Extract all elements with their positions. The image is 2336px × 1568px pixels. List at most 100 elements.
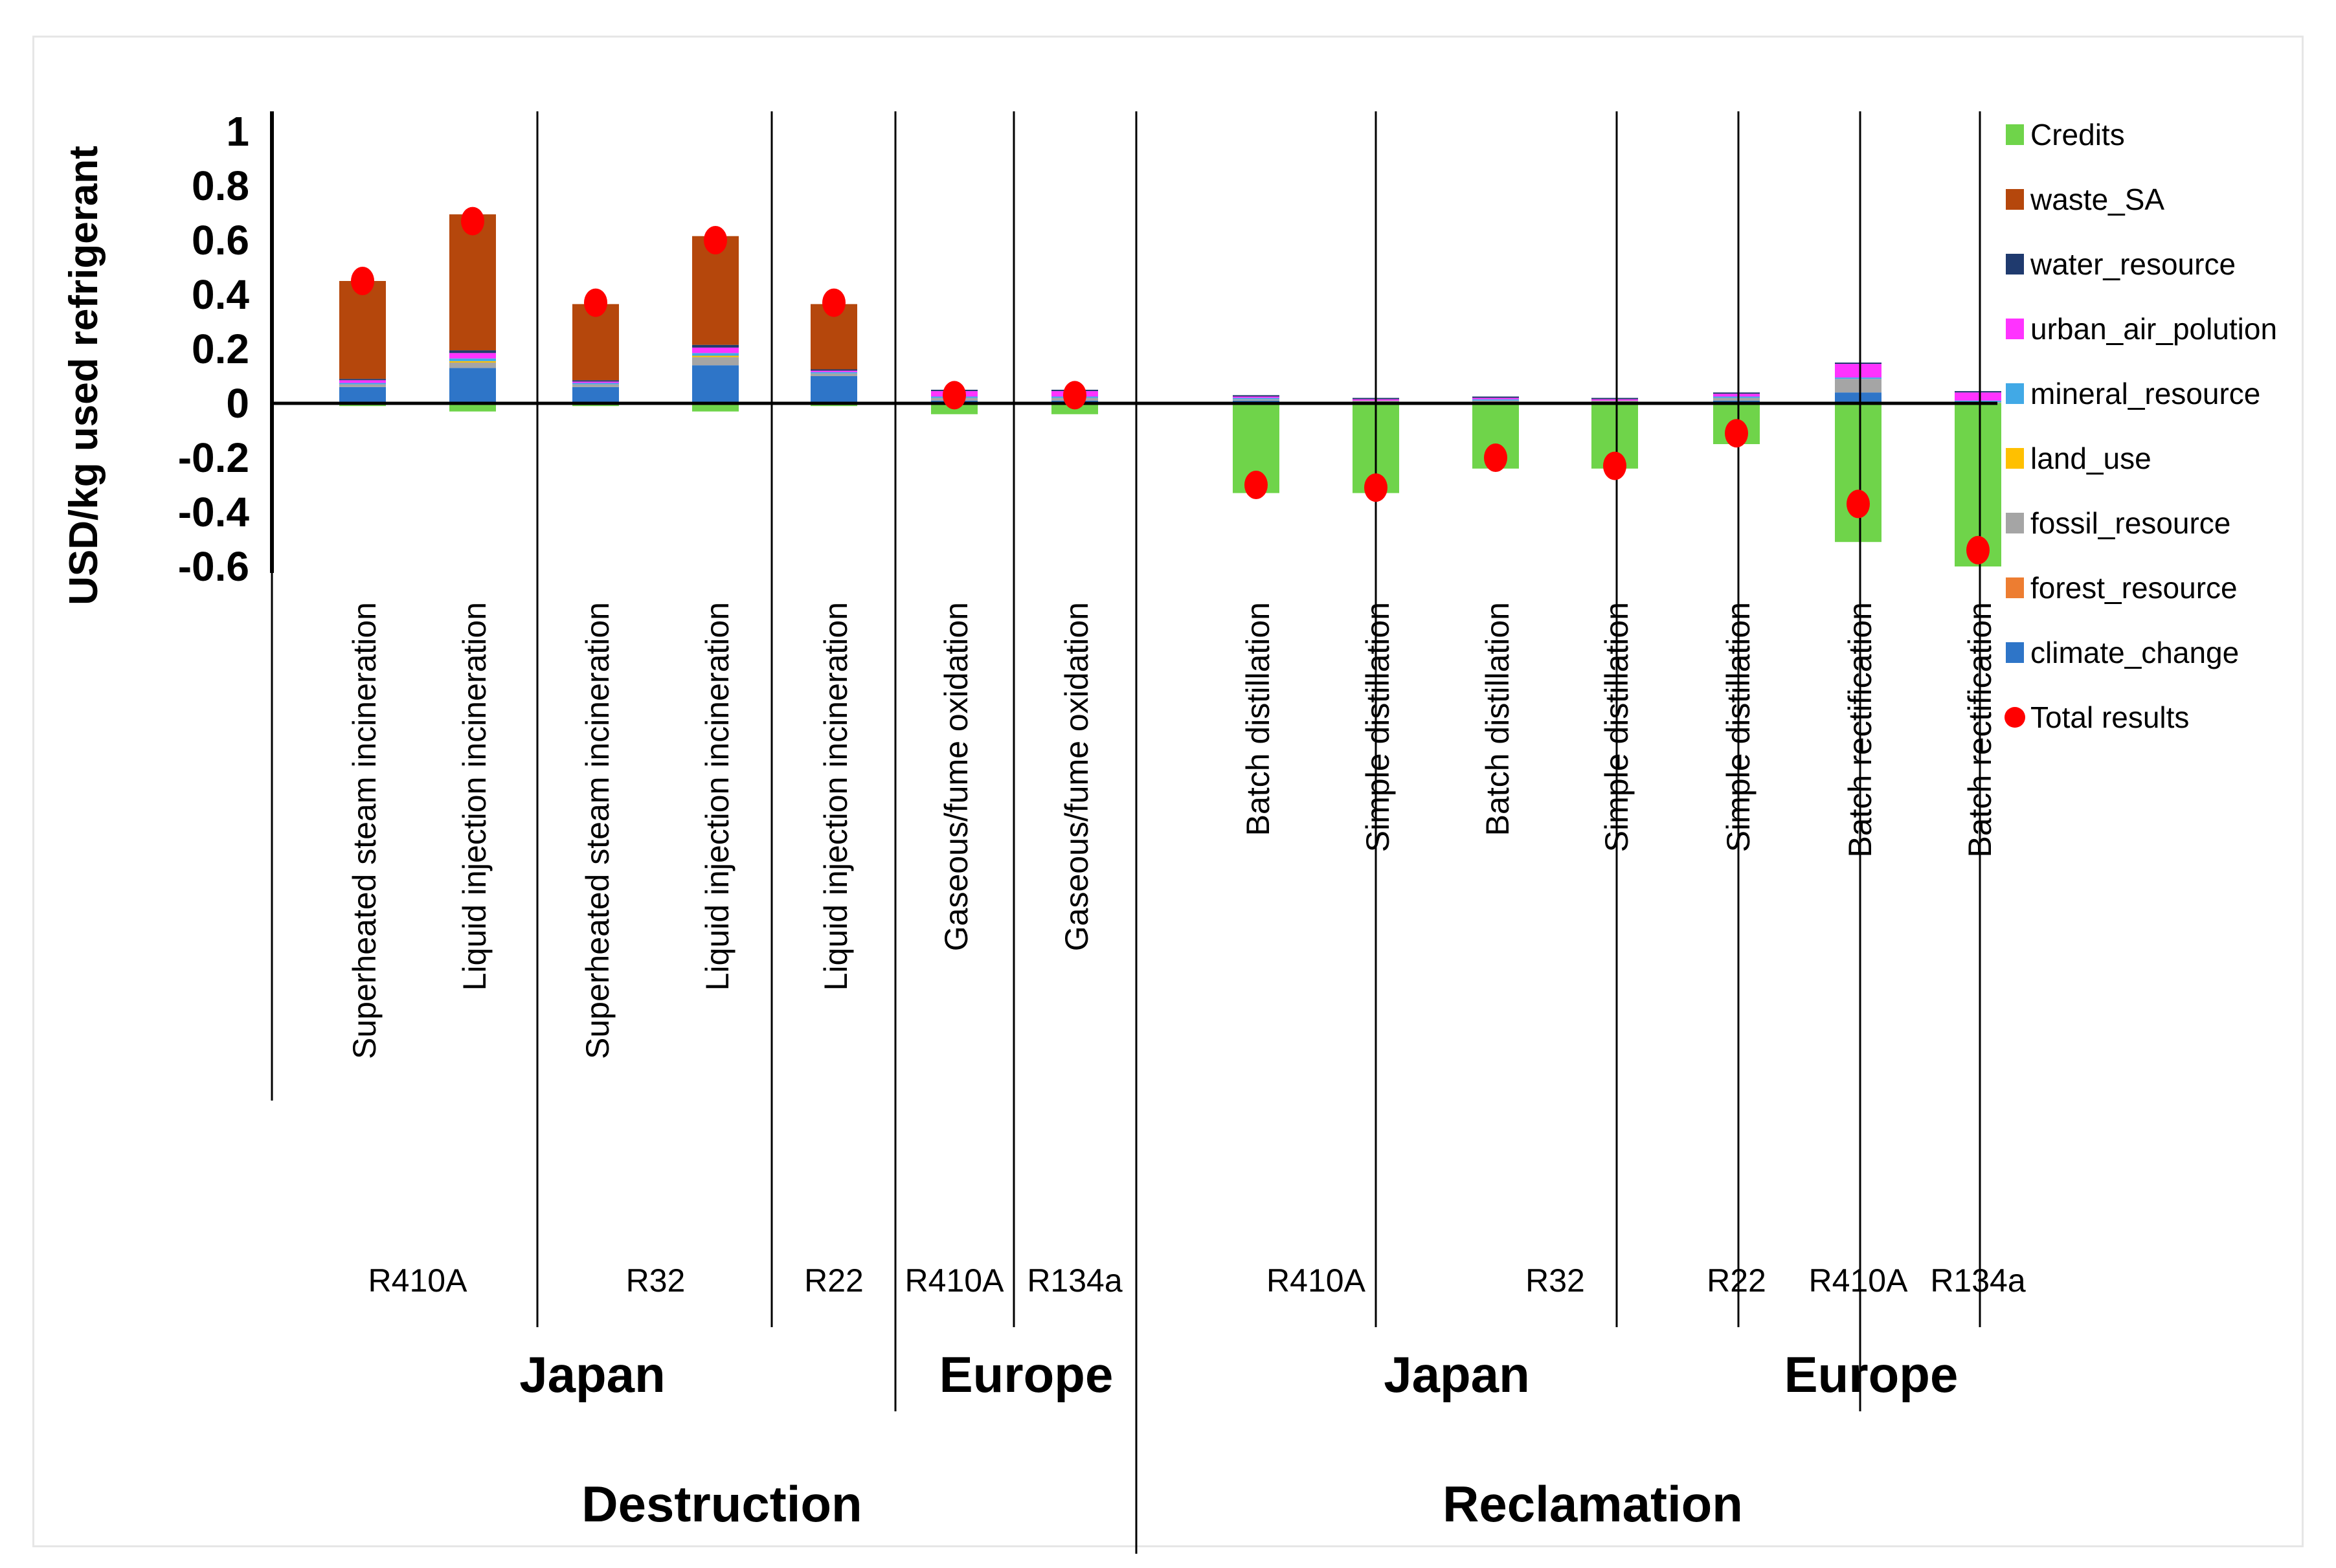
process-label: Destruction (581, 1475, 862, 1532)
legend-swatch (2006, 383, 2024, 404)
category-label: Gaseous/fume oxidation (1059, 602, 1095, 951)
bar-urban_air_polution (1955, 392, 2001, 401)
region-label: Japan (519, 1346, 665, 1403)
chart-frame (32, 36, 2304, 1547)
refrigerant-label: R22 (1707, 1262, 1766, 1299)
category-label: Simple distillation (1599, 602, 1635, 852)
legend-swatch (2006, 448, 2024, 469)
bar-mineral_resource (339, 383, 386, 385)
bar-mineral_resource (692, 353, 739, 356)
bar-mineral_resource (1233, 398, 1279, 399)
legend-label: Credits (2030, 118, 2125, 151)
bar-urban_air_polution (1591, 399, 1638, 401)
bar-urban_air_polution (572, 381, 619, 383)
legend-marker (2005, 707, 2025, 728)
bar-land_use (449, 361, 496, 363)
bar-urban_air_polution (692, 347, 739, 353)
legend-swatch (2006, 513, 2024, 533)
legend-swatch (2006, 319, 2024, 339)
y-axis-label: USD/kg used refrigerant (62, 146, 106, 605)
bar-fossil_resource (449, 363, 496, 368)
bar-fossil_resource (339, 384, 386, 387)
bar-mineral_resource (572, 383, 619, 385)
process-label: Reclamation (1443, 1475, 1743, 1532)
y-tick-label: 1 (226, 108, 249, 155)
bar-fossil_resource (1713, 398, 1760, 401)
category-label: Superheated steam incineration (579, 602, 616, 1059)
total-result-dot (1244, 471, 1268, 499)
label-area (295, 570, 1996, 1541)
bar-water_resource (1713, 392, 1760, 394)
bar-water_resource (572, 380, 619, 382)
bar-water_resource (1955, 391, 2001, 393)
bar-fossil_resource (1835, 379, 1881, 393)
total-result-dot (704, 226, 727, 254)
bar-Credits (692, 403, 739, 412)
legend-swatch (2006, 642, 2024, 663)
region-label: Japan (1384, 1346, 1529, 1403)
legend-label: water_resource (2030, 247, 2236, 281)
legend-label: land_use (2030, 442, 2151, 475)
bar-water_resource (1472, 396, 1519, 398)
bar-water_resource (339, 379, 386, 381)
bar-climate_change (339, 386, 386, 403)
bar-urban_air_polution (1713, 394, 1760, 397)
legend-label: mineral_resource (2030, 377, 2260, 410)
total-result-dot (1725, 419, 1748, 448)
y-tick-label: -0.6 (178, 543, 249, 590)
bar-climate_change (811, 376, 857, 403)
total-result-dot (1603, 451, 1626, 480)
region-label: Europe (1784, 1346, 1959, 1403)
refrigerant-label: R410A (1266, 1262, 1366, 1299)
bar-water_resource (449, 350, 496, 353)
bar-Credits (1835, 403, 1881, 543)
legend-swatch (2006, 577, 2024, 598)
category-label: Liquid injection incineration (456, 602, 493, 991)
legend-label: waste_SA (2030, 183, 2164, 216)
category-label: Superheated steam incineration (346, 602, 383, 1059)
y-tick-label: -0.2 (178, 434, 249, 481)
total-result-dot (461, 207, 484, 236)
legend-swatch (2006, 254, 2024, 274)
total-result-dot (822, 288, 846, 317)
category-label: Gaseous/fume oxidation (938, 602, 974, 951)
bar-urban_air_polution (449, 353, 496, 359)
bar-urban_air_polution (1835, 364, 1881, 378)
bar-waste_SA (339, 281, 386, 379)
legend-label: climate_change (2030, 636, 2239, 669)
bar-fossil_resource (692, 357, 739, 366)
refrigerant-label: R410A (368, 1262, 468, 1299)
bar-climate_change (1835, 392, 1881, 403)
bar-water_resource (1591, 398, 1638, 399)
y-tick-label: 0.4 (192, 271, 249, 318)
bar-climate_change (449, 368, 496, 403)
legend-swatch (2006, 124, 2024, 145)
bar-mineral_resource (449, 358, 496, 361)
bar-Credits (449, 403, 496, 412)
y-tick-label: 0.2 (192, 326, 249, 372)
bar-fossil_resource (1233, 399, 1279, 401)
refrigerant-label: R22 (804, 1262, 864, 1299)
bar-fossil_resource (811, 373, 857, 376)
legend-swatch (2006, 189, 2024, 210)
bar-urban_air_polution (1233, 396, 1279, 398)
category-label: Simple distillation (1720, 602, 1757, 852)
y-tick-label: 0.6 (192, 217, 249, 263)
bar-mineral_resource (811, 372, 857, 374)
refrigerant-label: R410A (905, 1262, 1005, 1299)
bar-climate_change (692, 365, 739, 403)
refrigerant-label: R410A (1809, 1262, 1909, 1299)
bar-fossil_resource (572, 384, 619, 387)
category-label: Batch rectification (1842, 602, 1878, 858)
bar-urban_air_polution (339, 380, 386, 383)
legend-label: forest_resource (2030, 571, 2238, 605)
category-label: Liquid injection incineration (818, 602, 854, 991)
bar-mineral_resource (1835, 377, 1881, 379)
category-label: Simple distillation (1360, 602, 1396, 852)
bar-water_resource (692, 344, 739, 348)
total-result-dot (1847, 489, 1870, 519)
refrigerant-label: R134a (1027, 1262, 1123, 1299)
total-result-dot (1966, 535, 1990, 565)
bar-fossil_resource (1472, 400, 1519, 402)
